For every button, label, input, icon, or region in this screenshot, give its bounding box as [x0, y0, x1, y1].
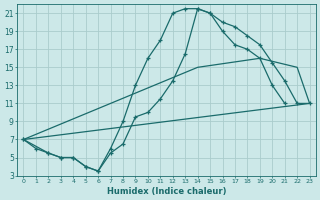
X-axis label: Humidex (Indice chaleur): Humidex (Indice chaleur): [107, 187, 226, 196]
